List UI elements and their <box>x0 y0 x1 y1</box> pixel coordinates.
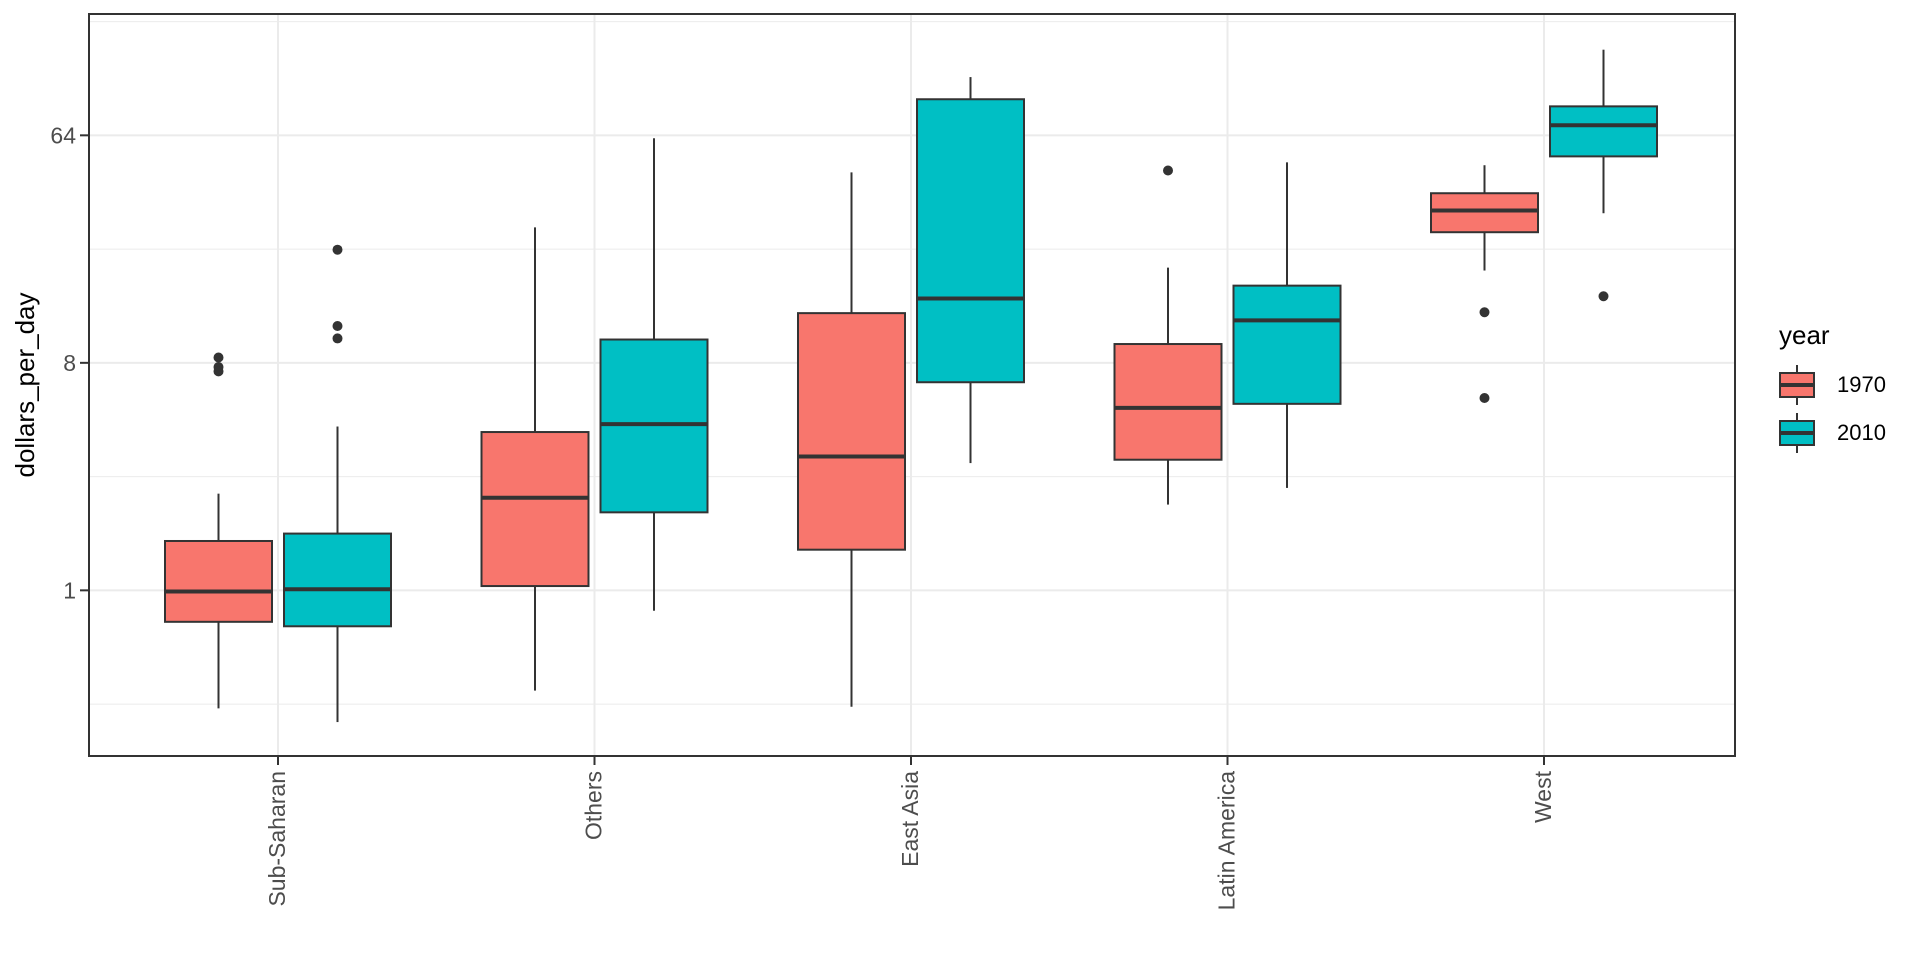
outlier-point-sub-saharan-2010 <box>332 244 343 255</box>
boxplot-key-icon <box>1779 413 1815 453</box>
outlier-point-latin-america-1970 <box>1163 165 1173 176</box>
x-tick-label: Sub-Saharan <box>264 771 290 907</box>
box-west-1970 <box>1430 192 1539 234</box>
legend-label-2010: 2010 <box>1837 420 1886 445</box>
box-east-asia-1970 <box>797 312 906 551</box>
legend-label-1970: 1970 <box>1837 372 1886 397</box>
y-tick-label: 1 <box>63 577 76 603</box>
outlier-point-sub-saharan-1970 <box>213 366 224 377</box>
box-sub-saharan-1970 <box>164 539 273 623</box>
boxplot-key-icon <box>1779 365 1815 405</box>
box-sub-saharan-2010 <box>283 532 392 628</box>
box-latin-america-2010 <box>1232 284 1342 405</box>
legend-entry-1970: 1970 <box>1779 365 1886 405</box>
x-tick-label: West <box>1530 770 1556 823</box>
box-latin-america-1970 <box>1113 343 1223 461</box>
y-axis-title: dollars_per_day <box>10 292 40 477</box>
legend: year 1970 2010 <box>1779 320 1886 461</box>
outlier-point-west-2010 <box>1598 291 1609 302</box>
outlier-point-sub-saharan-2010 <box>332 333 343 344</box>
box-west-2010 <box>1549 105 1658 158</box>
y-tick-label: 64 <box>50 122 76 148</box>
outlier-point-west-1970 <box>1479 393 1490 404</box>
y-tick-label: 8 <box>63 350 76 376</box>
key-median-line <box>1781 431 1813 435</box>
outlier-point-sub-saharan-1970 <box>213 352 224 363</box>
box-east-asia-2010 <box>916 98 1025 384</box>
key-median-line <box>1781 383 1813 387</box>
x-tick-label: Latin America <box>1214 771 1240 911</box>
legend-title: year <box>1779 320 1830 350</box>
box-others-1970 <box>480 431 590 588</box>
x-tick-label: East Asia <box>897 771 923 867</box>
legend-entry-2010: 2010 <box>1779 413 1886 453</box>
outlier-point-sub-saharan-2010 <box>332 321 343 332</box>
x-tick-label: Others <box>581 771 607 840</box>
outlier-point-west-1970 <box>1479 307 1490 318</box>
